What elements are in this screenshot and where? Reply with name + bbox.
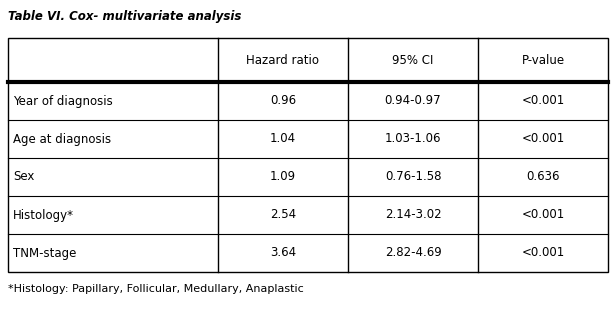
Text: 2.54: 2.54 [270, 209, 296, 221]
Text: <0.001: <0.001 [521, 209, 565, 221]
Text: 1.03-1.06: 1.03-1.06 [385, 133, 441, 145]
Text: 0.94-0.97: 0.94-0.97 [385, 94, 441, 108]
Text: 1.04: 1.04 [270, 133, 296, 145]
Text: 0.96: 0.96 [270, 94, 296, 108]
Text: 95% CI: 95% CI [392, 54, 433, 66]
Text: 0.76-1.58: 0.76-1.58 [385, 170, 441, 184]
Text: <0.001: <0.001 [521, 133, 565, 145]
Text: Hazard ratio: Hazard ratio [246, 54, 319, 66]
Text: P-value: P-value [521, 54, 564, 66]
Text: Table VI. Cox- multivariate analysis: Table VI. Cox- multivariate analysis [8, 10, 241, 23]
Text: *Histology: Papillary, Follicular, Medullary, Anaplastic: *Histology: Papillary, Follicular, Medul… [8, 284, 304, 294]
Text: 2.82-4.69: 2.82-4.69 [384, 246, 441, 260]
Text: Age at diagnosis: Age at diagnosis [13, 133, 111, 145]
Text: 2.14-3.02: 2.14-3.02 [385, 209, 441, 221]
Bar [8, 38, 608, 272]
Text: Sex: Sex [13, 170, 34, 184]
Text: TNM-stage: TNM-stage [13, 246, 76, 260]
Text: <0.001: <0.001 [521, 246, 565, 260]
Text: <0.001: <0.001 [521, 94, 565, 108]
Text: Year of diagnosis: Year of diagnosis [13, 94, 113, 108]
Text: 1.09: 1.09 [270, 170, 296, 184]
Text: Histology*: Histology* [13, 209, 74, 221]
Text: 0.636: 0.636 [526, 170, 560, 184]
Text: 3.64: 3.64 [270, 246, 296, 260]
